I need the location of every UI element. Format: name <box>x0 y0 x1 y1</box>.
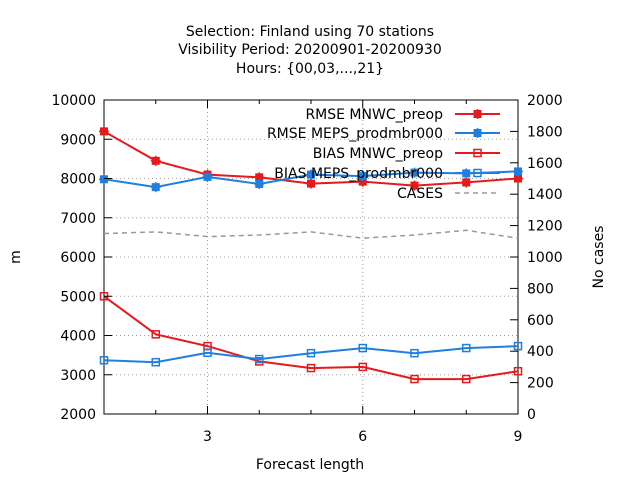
data-point <box>151 357 160 367</box>
y2-tick-label: 600 <box>527 313 554 329</box>
legend-entry: BIAS MEPS_prodmbr000 <box>274 166 500 182</box>
y2-tick-label: 1800 <box>527 124 563 140</box>
y2-axis-label: No cases <box>591 226 607 289</box>
legend-entry: RMSE MEPS_prodmbr000 <box>267 126 500 142</box>
legend: RMSE MNWC_preop RMSE MEPS_prodmbr000 BIAS … <box>267 107 500 202</box>
y-tick-label: 4000 <box>60 329 96 345</box>
x-tick-label: 3 <box>203 429 212 445</box>
y-tick-label: 10000 <box>51 93 96 109</box>
data-point <box>462 374 471 384</box>
data-point <box>358 362 367 372</box>
y2-tick-label: 200 <box>527 376 554 392</box>
legend-marker <box>473 148 482 158</box>
legend-label: RMSE MEPS_prodmbr000 <box>267 126 443 142</box>
y2-tick-label: 1600 <box>527 156 563 172</box>
data-point <box>410 348 419 358</box>
y2-tick-label: 400 <box>527 344 554 360</box>
legend-entry: RMSE MNWC_preop <box>305 107 500 123</box>
series-group <box>99 126 523 384</box>
y-tick-label: 7000 <box>60 211 96 227</box>
data-point <box>513 366 523 376</box>
series-bias-mnwc-preop <box>99 292 523 384</box>
data-point <box>410 374 419 384</box>
data-point <box>358 343 367 353</box>
legend-entry: BIAS MNWC_preop <box>313 146 500 162</box>
series-bias-meps-prodmbr000 <box>99 341 523 367</box>
legend-label: CASES <box>397 186 443 202</box>
y2-tick-label: 0 <box>527 407 536 423</box>
x-tick-label: 9 <box>514 429 523 445</box>
chart-title-line-3: Hours: {00,03,...,21} <box>236 61 384 77</box>
plot-frame <box>103 99 519 415</box>
plot-border <box>103 99 519 415</box>
series-rmse-meps-prodmbr000 <box>99 166 523 193</box>
chart-title-line-2: Visibility Period: 20200901-20200930 <box>178 42 442 58</box>
y2-tick-label: 1200 <box>527 219 563 235</box>
data-point <box>306 348 316 358</box>
chart-title-line-1: Selection: Finland using 70 stations <box>186 24 434 40</box>
series-rmse-mnwc-preop <box>99 126 523 191</box>
y2-tick-label: 2000 <box>527 93 563 109</box>
x-axis-label: Forecast length <box>256 457 364 473</box>
data-point <box>462 343 471 353</box>
series-line <box>103 295 519 381</box>
y2-tick-label: 1400 <box>527 187 563 203</box>
legend-label: RMSE MNWC_preop <box>305 107 443 123</box>
data-point <box>513 341 523 351</box>
data-point <box>255 354 264 364</box>
grid <box>104 100 518 414</box>
x-tick-label: 6 <box>358 429 367 445</box>
y-tick-label: 3000 <box>60 368 96 384</box>
legend-label: BIAS MNWC_preop <box>313 146 443 162</box>
y-tick-label: 5000 <box>60 289 96 305</box>
legend-entry: CASES <box>397 186 500 202</box>
y-tick-label: 6000 <box>60 250 96 266</box>
y-axis-label: m <box>8 250 24 264</box>
series-line <box>103 345 519 364</box>
data-point <box>203 348 212 358</box>
legend-label: BIAS MEPS_prodmbr000 <box>274 166 443 182</box>
series-line <box>103 229 519 239</box>
y2-tick-label: 1000 <box>527 250 563 266</box>
legend-marker <box>473 168 482 178</box>
ticks: 2000 3000 4000 5000 6000 7000 8000 9000 10000 0 20… <box>51 93 562 445</box>
series-cases <box>103 229 519 239</box>
data-point <box>99 355 109 365</box>
data-point <box>306 363 316 373</box>
y-tick-label: 8000 <box>60 172 96 188</box>
data-point <box>151 330 160 339</box>
y-tick-label: 2000 <box>60 407 96 423</box>
y-tick-label: 9000 <box>60 132 96 148</box>
y2-tick-label: 800 <box>527 281 554 297</box>
